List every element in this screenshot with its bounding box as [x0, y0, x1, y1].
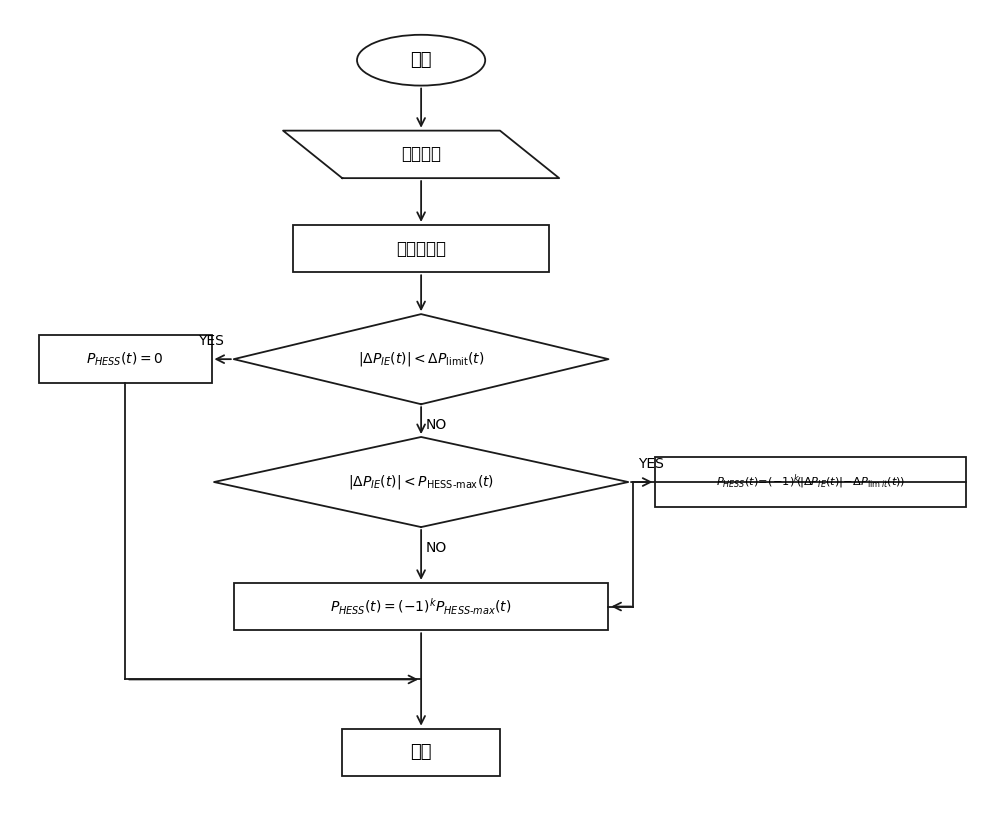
Bar: [234, 583, 608, 631]
Bar: [293, 225, 549, 272]
Text: NO: NO: [425, 417, 447, 431]
Bar: [342, 729, 500, 776]
Text: 参数初始化: 参数初始化: [396, 240, 446, 257]
Text: 开始: 开始: [410, 51, 432, 69]
Text: 读入数据: 读入数据: [401, 146, 441, 163]
Text: $|\Delta P_{IE}(t)|<P_{\rm HESS\text{-}max}(t)$: $|\Delta P_{IE}(t)|<P_{\rm HESS\text{-}m…: [348, 473, 494, 491]
Text: $P_{HESS}(t)=0$: $P_{HESS}(t)=0$: [86, 351, 164, 368]
Text: $P_{HESS}(t)=(-1)^k P_{HESS\text{-}max}(t)$: $P_{HESS}(t)=(-1)^k P_{HESS\text{-}max}(…: [330, 596, 512, 616]
Text: 结束: 结束: [410, 743, 432, 761]
Text: YES: YES: [638, 457, 664, 471]
Text: YES: YES: [198, 334, 224, 348]
Bar: [39, 336, 212, 383]
Text: $P_{HESS}(t)\!=\!(-1)^k\!\left(\!|\Delta P_{IE}(t)|\!-\!\Delta P_{{\rm lim}\,it}: $P_{HESS}(t)\!=\!(-1)^k\!\left(\!|\Delta…: [716, 473, 905, 491]
Text: NO: NO: [425, 541, 447, 555]
Bar: [655, 457, 966, 506]
Text: $|\Delta P_{IE}(t)|<\Delta P_{\rm limit}(t)$: $|\Delta P_{IE}(t)|<\Delta P_{\rm limit}…: [358, 350, 484, 368]
